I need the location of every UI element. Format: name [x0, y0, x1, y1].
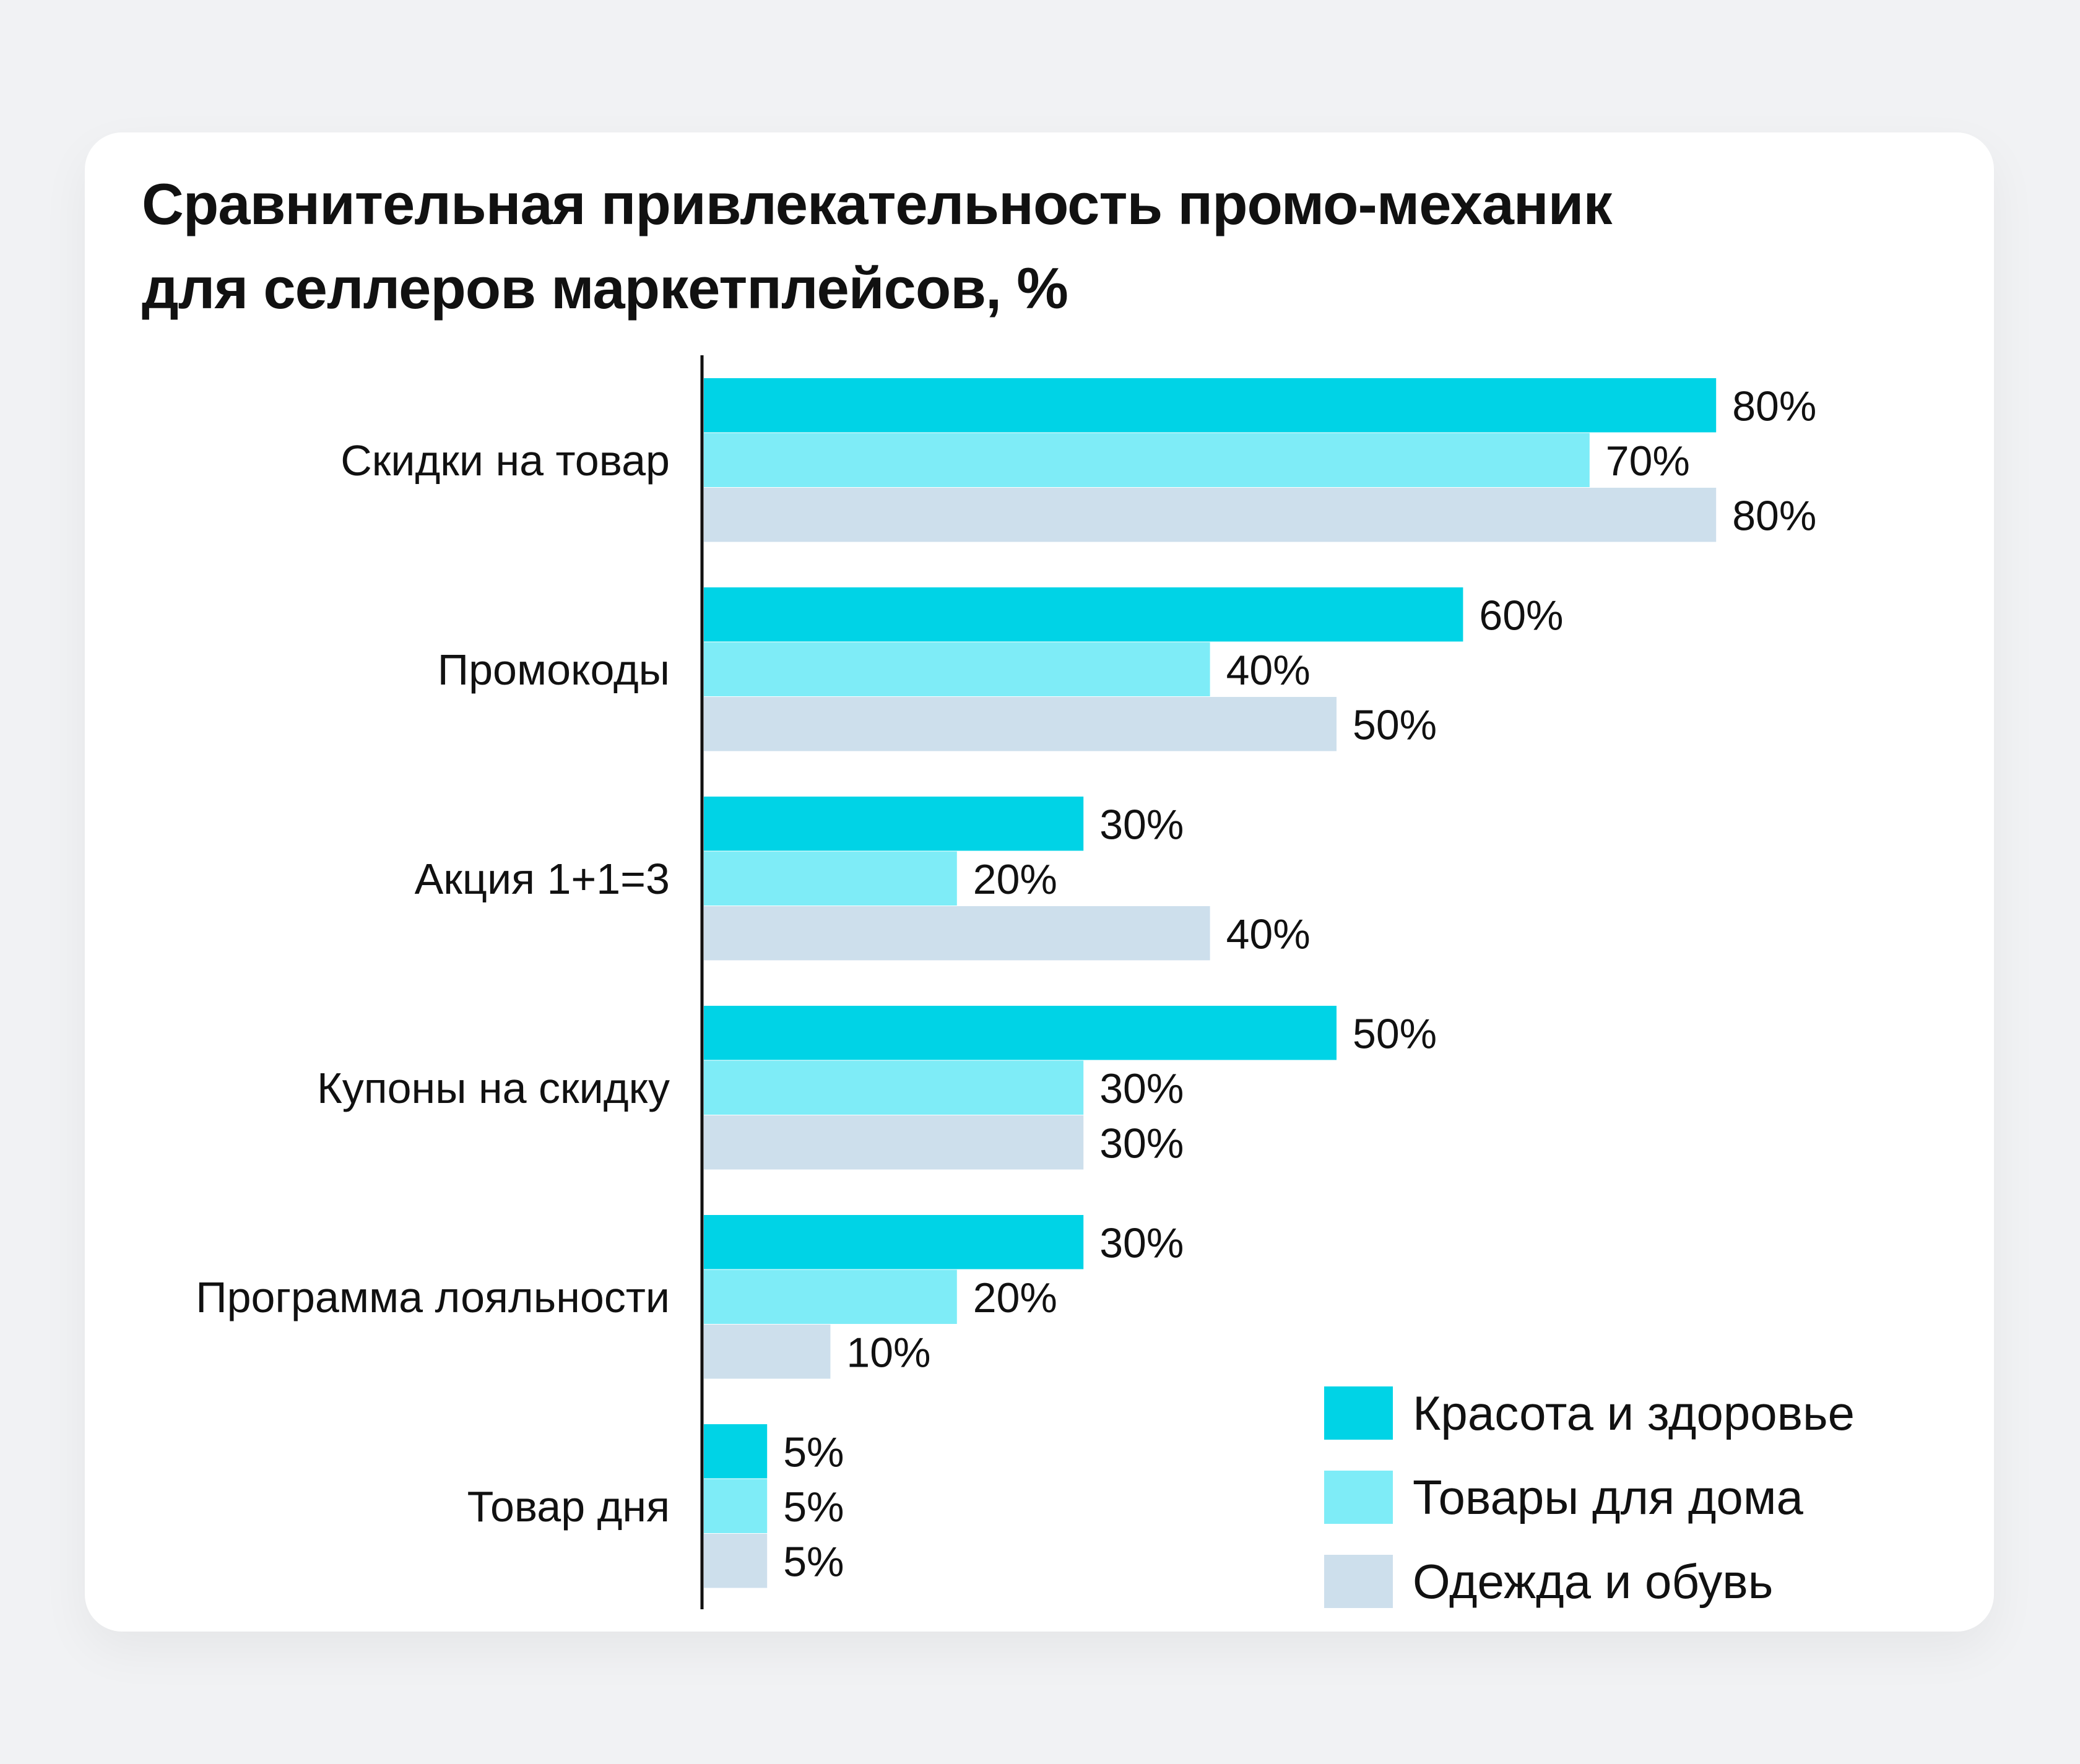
title-line-1: Сравнительная привлекательность промо-ме… [142, 171, 1612, 236]
data-label: 30% [1099, 1120, 1184, 1167]
data-label: 30% [1099, 801, 1184, 848]
category-label: Программа лояльности [196, 1273, 670, 1321]
bar [704, 488, 1717, 542]
data-label: 80% [1732, 492, 1816, 539]
bar [704, 1479, 768, 1533]
data-label: 5% [783, 1429, 844, 1476]
bar [704, 1534, 768, 1588]
bar [704, 1325, 831, 1379]
data-label: 5% [783, 1484, 844, 1531]
legend-swatch [1324, 1471, 1393, 1524]
data-label: 50% [1353, 701, 1437, 748]
legend-label: Товары для дома [1413, 1470, 1803, 1524]
bar [704, 851, 957, 906]
category-label: Скидки на товар [340, 436, 670, 485]
bar [704, 1115, 1084, 1170]
bar [704, 378, 1717, 433]
bar [704, 797, 1084, 851]
data-label: 40% [1226, 647, 1311, 694]
title-line-2: для селлеров маркетплейсов, % [142, 256, 1068, 321]
bar [704, 1269, 957, 1324]
bar [704, 1215, 1084, 1269]
data-label: 30% [1099, 1219, 1184, 1266]
bar [704, 433, 1590, 487]
category-label: Купоны на скидку [317, 1064, 670, 1112]
legend-label: Одежда и обувь [1413, 1554, 1773, 1609]
bar [704, 587, 1463, 642]
category-label: Промокоды [438, 646, 670, 694]
bar [704, 1060, 1084, 1115]
data-label: 50% [1353, 1010, 1437, 1057]
legend-label: Красота и здоровье [1413, 1386, 1855, 1440]
data-label: 5% [783, 1538, 844, 1585]
data-label: 20% [973, 856, 1057, 903]
bar [704, 697, 1337, 751]
data-label: 40% [1226, 910, 1311, 958]
data-label: 20% [973, 1274, 1057, 1321]
legend-swatch [1324, 1555, 1393, 1608]
chart-title: Сравнительная привлекательность промо-ме… [142, 162, 1612, 331]
data-label: 30% [1099, 1065, 1184, 1112]
bar [704, 1006, 1337, 1060]
data-label: 70% [1606, 438, 1690, 485]
legend-swatch [1324, 1386, 1393, 1440]
data-label: 60% [1479, 592, 1563, 639]
bar [704, 1424, 768, 1479]
category-label: Акция 1+1=3 [415, 855, 670, 903]
category-label: Товар дня [467, 1482, 670, 1531]
data-label: 10% [846, 1329, 930, 1376]
data-label: 80% [1732, 383, 1816, 430]
bar [704, 906, 1210, 961]
bar [704, 642, 1210, 696]
